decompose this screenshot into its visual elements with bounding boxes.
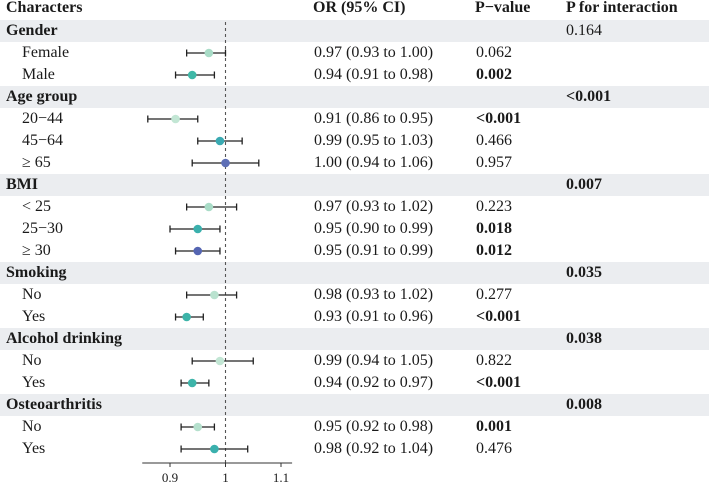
group-band	[0, 174, 709, 196]
or-point	[204, 202, 214, 212]
p-value: 0.466	[476, 132, 512, 149]
or-ci-value: 0.91 (0.86 to 0.95)	[314, 110, 434, 127]
p-value: 0.277	[476, 286, 512, 303]
subgroup-label: Male	[22, 66, 55, 83]
p-value: 0.476	[476, 440, 512, 457]
p-value: <0.001	[476, 308, 522, 325]
or-ci-value: 1.00 (0.94 to 1.06)	[314, 154, 434, 171]
header-pvalue: P−value	[475, 0, 531, 16]
p-value: 0.062	[476, 44, 512, 61]
p-value: 0.957	[476, 154, 512, 171]
or-ci-value: 0.98 (0.92 to 1.04)	[314, 440, 434, 457]
or-point	[193, 422, 203, 432]
group-band	[0, 262, 709, 284]
or-point	[215, 356, 225, 366]
group-band	[0, 394, 709, 416]
p-interaction-value: 0.035	[566, 264, 602, 281]
header-p-interaction: P for interaction	[566, 0, 678, 16]
p-interaction-value: 0.007	[566, 176, 602, 193]
x-tick-label: 1.1	[273, 470, 289, 485]
subgroup-label: < 25	[22, 198, 52, 215]
header-or: OR (95% CI)	[313, 0, 406, 16]
p-interaction-value: 0.164	[566, 22, 602, 39]
group-label: BMI	[6, 176, 38, 193]
x-tick-label: 0.9	[162, 470, 178, 485]
group-label: Age group	[6, 88, 78, 105]
or-ci-value: 0.94 (0.92 to 0.97)	[314, 374, 434, 391]
subgroup-label: No	[22, 418, 42, 435]
group-band	[0, 86, 709, 108]
subgroup-label: Yes	[22, 374, 46, 391]
subgroup-label: 20−44	[22, 110, 64, 127]
subgroup-label: 45−64	[22, 132, 64, 149]
or-ci-value: 0.93 (0.91 to 0.96)	[314, 308, 434, 325]
x-tick-label: 1	[222, 470, 229, 485]
group-label: Smoking	[6, 264, 67, 281]
subgroup-label: Yes	[22, 308, 46, 325]
p-interaction-value: 0.008	[566, 396, 602, 413]
or-point	[182, 312, 191, 322]
subgroup-label: Female	[22, 44, 70, 61]
or-point	[221, 158, 230, 168]
or-point	[215, 136, 225, 146]
group-label: Alcohol drinking	[6, 330, 123, 347]
subgroup-label: ≥ 65	[22, 154, 51, 171]
subgroup-label: ≥ 30	[22, 242, 51, 259]
group-band	[0, 20, 709, 42]
subgroup-label: Yes	[22, 440, 46, 457]
or-ci-value: 0.97 (0.93 to 1.02)	[314, 198, 434, 215]
or-ci-value: 0.99 (0.94 to 1.05)	[314, 352, 434, 369]
p-value: 0.223	[476, 198, 512, 215]
group-band	[0, 328, 709, 350]
group-label: Osteoarthritis	[6, 396, 102, 413]
p-value: 0.822	[476, 352, 512, 369]
p-interaction-value: 0.038	[566, 330, 602, 347]
p-interaction-value: <0.001	[566, 88, 612, 105]
p-value: <0.001	[476, 110, 522, 127]
or-ci-value: 0.95 (0.90 to 0.99)	[314, 220, 434, 237]
or-ci-value: 0.94 (0.91 to 0.98)	[314, 66, 434, 83]
or-point	[193, 246, 203, 256]
group-label: Gender	[6, 22, 58, 39]
or-ci-value: 0.98 (0.93 to 1.02)	[314, 286, 434, 303]
or-point	[204, 48, 214, 58]
p-value: <0.001	[476, 374, 522, 391]
or-point	[171, 114, 180, 124]
or-ci-value: 0.95 (0.92 to 0.98)	[314, 418, 434, 435]
or-point	[187, 378, 197, 388]
p-value: 0.001	[476, 418, 512, 435]
p-value: 0.018	[476, 220, 512, 237]
subgroup-label: 25−30	[22, 220, 64, 237]
or-point	[187, 70, 197, 80]
or-point	[210, 444, 219, 454]
or-point	[193, 224, 203, 234]
subgroup-label: No	[22, 286, 42, 303]
or-ci-value: 0.95 (0.91 to 0.99)	[314, 242, 434, 259]
p-value: 0.012	[476, 242, 512, 259]
header-characters: Characters	[6, 0, 83, 16]
or-ci-value: 0.97 (0.93 to 1.00)	[314, 44, 434, 61]
or-point	[210, 290, 219, 300]
p-value: 0.002	[476, 66, 512, 83]
subgroup-label: No	[22, 352, 42, 369]
or-ci-value: 0.99 (0.95 to 1.03)	[314, 132, 434, 149]
